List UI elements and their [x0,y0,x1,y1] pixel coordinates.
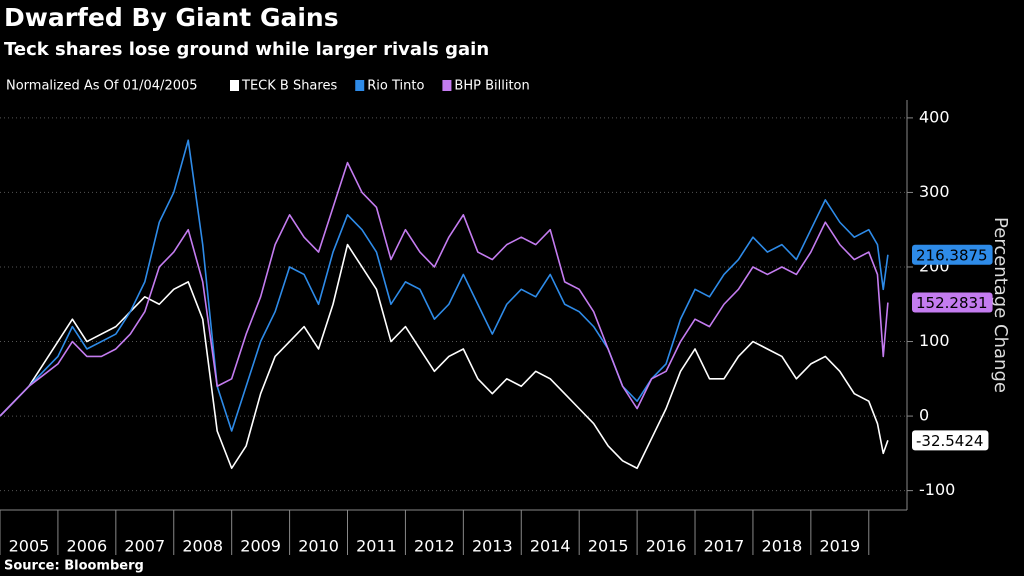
last-value-label: -32.5424 [916,432,983,450]
y-tick-label: -100 [919,480,955,499]
x-tick-label: 2006 [67,537,108,556]
x-tick-label: 2017 [704,537,745,556]
source: Source: Bloomberg [4,559,144,574]
x-tick-label: 2012 [414,537,455,556]
x-tick-label: 2016 [646,537,687,556]
legend-swatch [230,80,239,91]
legend-swatch [355,80,365,91]
legend-label: BHP Billiton [454,79,529,94]
last-value-label: 216.3875 [916,246,988,264]
series-line [0,139,889,432]
x-tick-label: 2008 [182,537,223,556]
y-tick-label: 400 [919,107,950,126]
legend-title: Normalized As Of 01/04/2005 [6,79,198,94]
y-axis-label: Percentage Change [990,217,1011,393]
legend-swatch [442,80,452,91]
last-value-box [912,292,993,313]
last-value-box [912,430,989,451]
x-tick-label: 2014 [530,537,571,556]
x-tick-label: 2011 [356,537,397,556]
x-tick-label: 2013 [472,537,513,556]
legend-label: TECK B Shares [241,79,337,94]
last-value-label: 152.2831 [916,294,988,312]
x-tick-label: 2015 [588,537,629,556]
y-tick-label: 0 [919,406,929,425]
series-line [0,243,889,470]
legend-label: Rio Tinto [367,79,424,94]
chart-title: Dwarfed By Giant Gains [4,3,339,32]
x-tick-label: 2005 [9,537,50,556]
y-tick-label: 300 [919,182,950,201]
x-tick-label: 2009 [240,537,281,556]
x-tick-label: 2010 [298,537,339,556]
x-tick-label: 2007 [124,537,165,556]
last-value-box [912,244,993,265]
x-tick-label: 2019 [819,537,860,556]
chart-subtitle: Teck shares lose ground while larger riv… [4,39,489,60]
y-tick-label: 100 [919,331,950,350]
x-tick-label: 2018 [762,537,803,556]
series-line [0,161,889,417]
